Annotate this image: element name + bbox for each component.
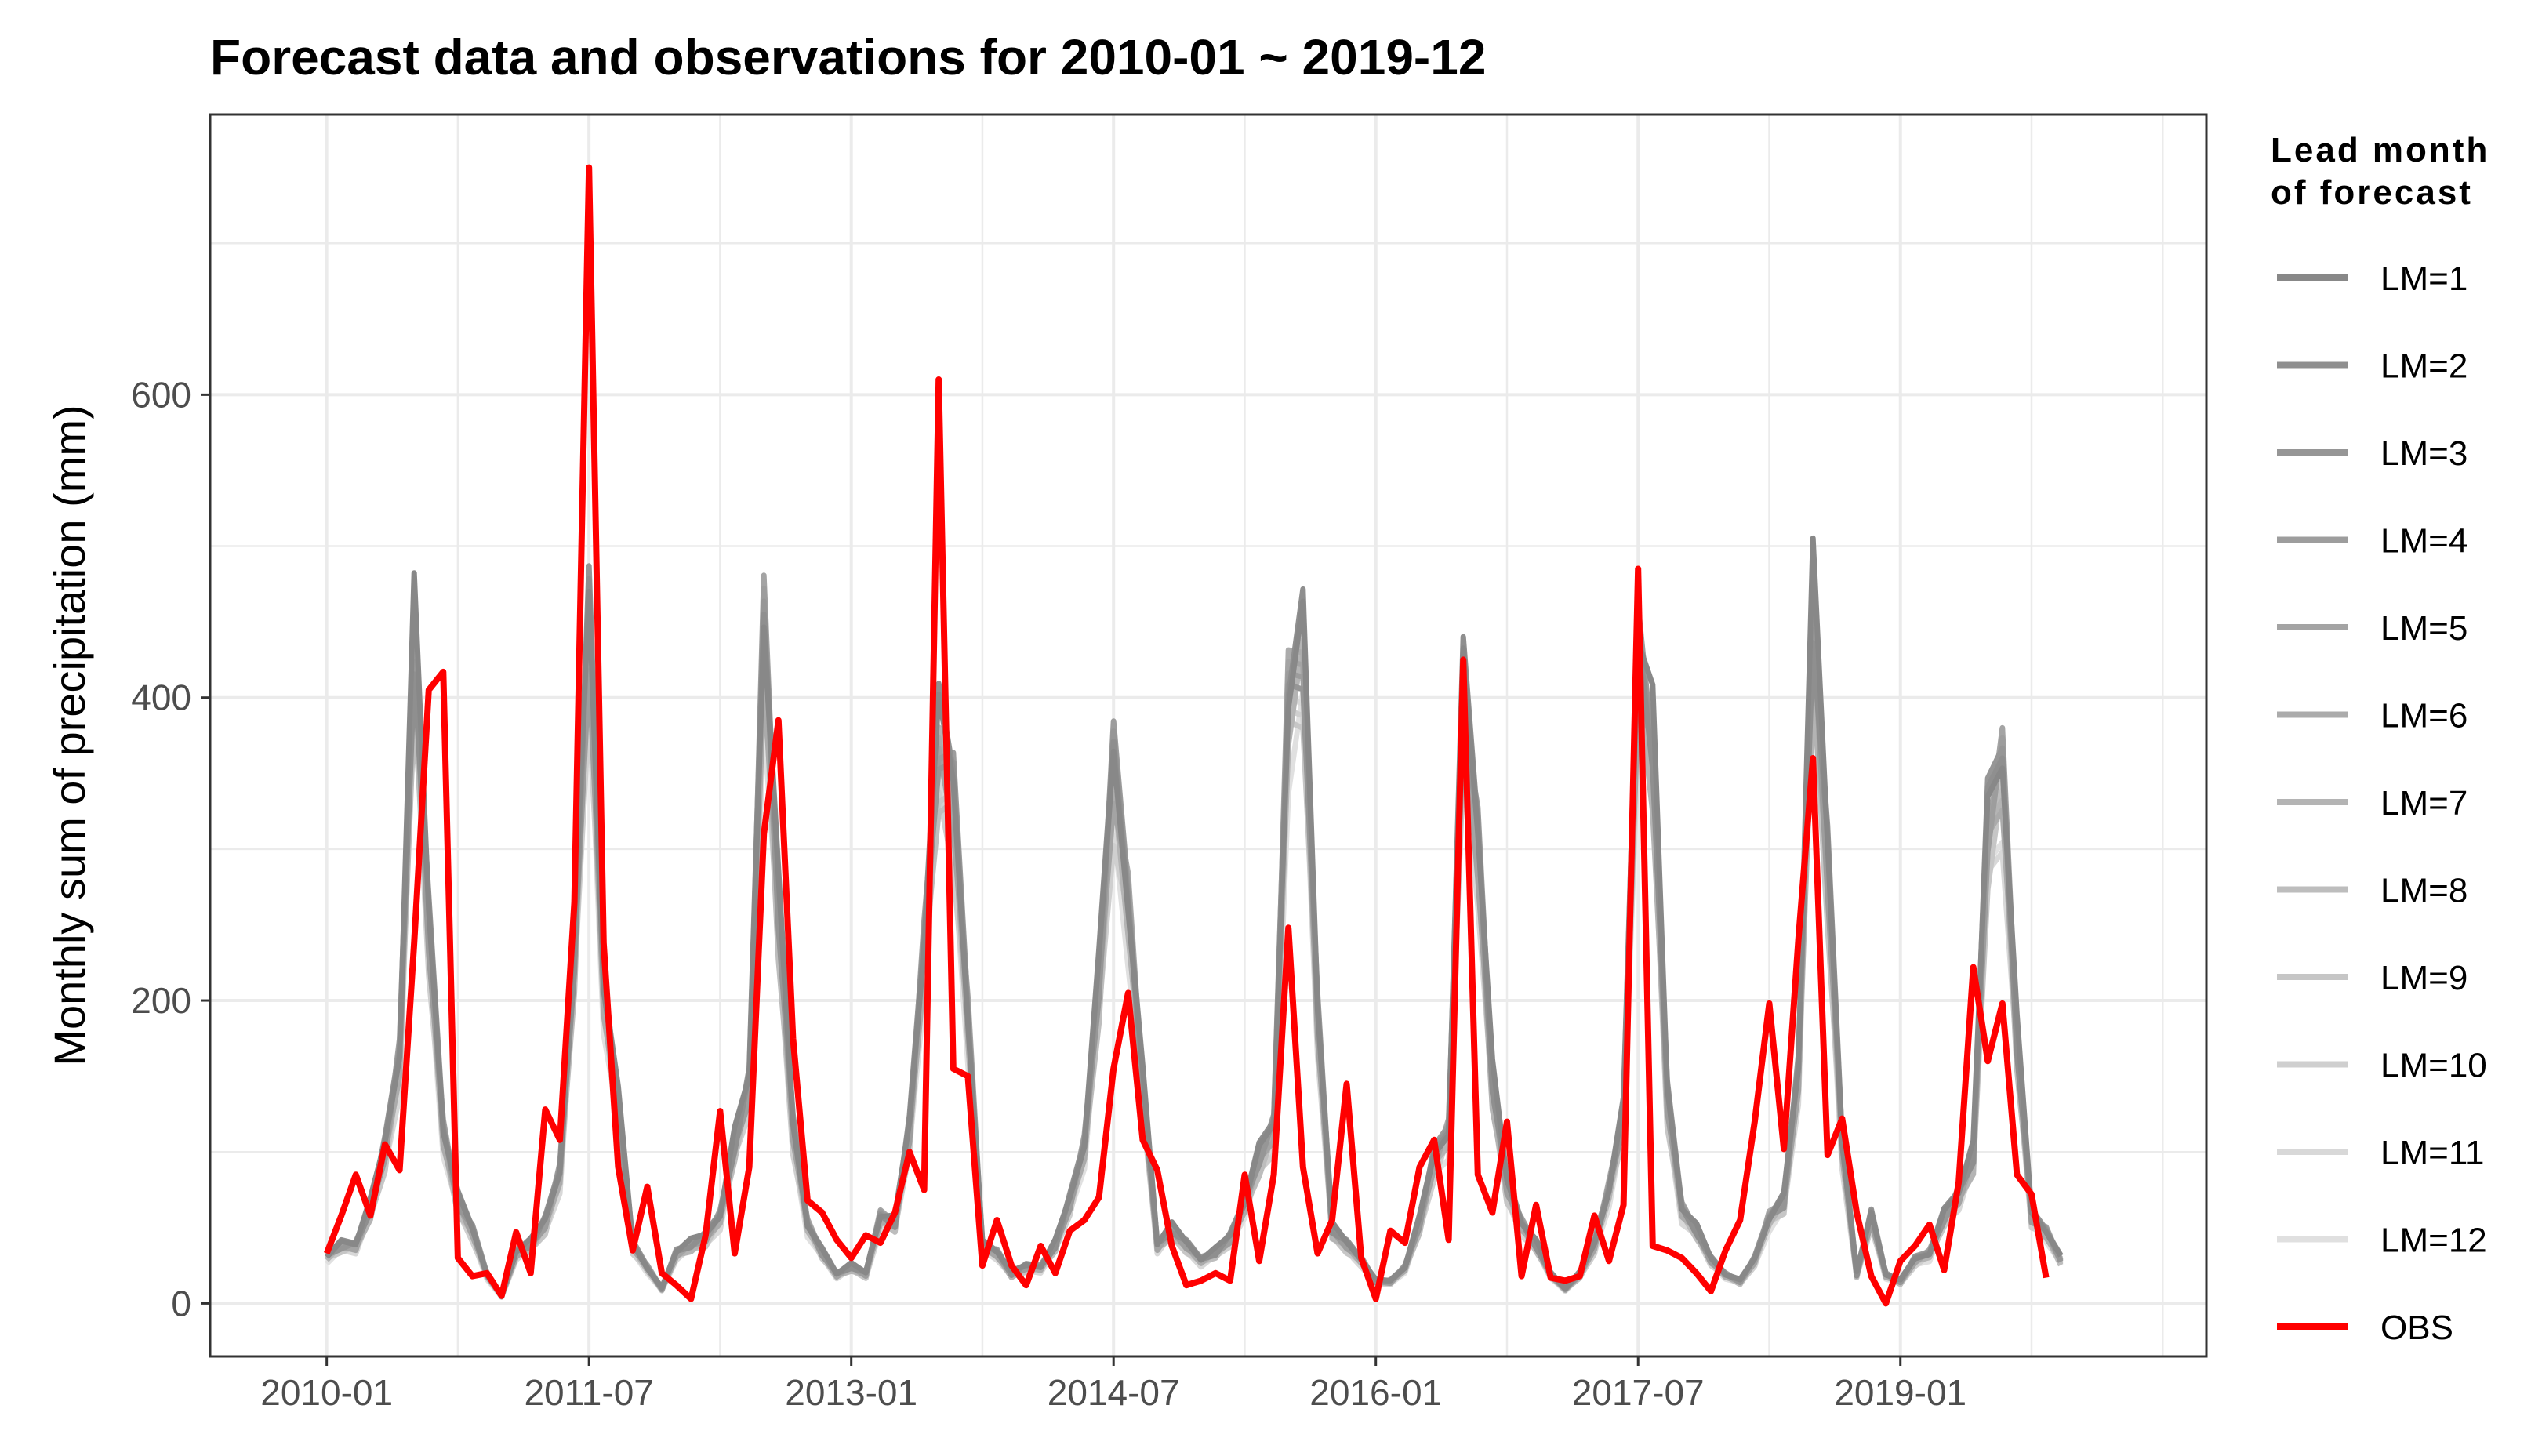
legend-title: Lead month	[2271, 131, 2489, 169]
y-tick-label: 600	[131, 374, 191, 415]
x-tick-label: 2016-01	[1309, 1372, 1442, 1413]
legend-label: LM=8	[2380, 872, 2467, 910]
y-tick-label: 400	[131, 677, 191, 718]
x-tick-label: 2010-01	[260, 1372, 393, 1413]
legend-label: OBS	[2380, 1309, 2453, 1347]
x-tick-label: 2011-07	[524, 1372, 653, 1413]
plot-border	[209, 113, 2208, 1358]
x-tick-label: 2014-07	[1048, 1372, 1180, 1413]
legend-label: LM=7	[2380, 784, 2467, 822]
series-line-obs	[323, 164, 2050, 1307]
legend-label: LM=5	[2380, 609, 2467, 648]
y-axis-title: Monthly sum of precipitation (mm)	[45, 405, 94, 1066]
legend-label: LM=12	[2380, 1222, 2487, 1260]
legend: Lead month of forecast LM=1 LM=2 LM=3 LM=4 LM=…	[2271, 131, 2489, 1347]
legend-label: LM=2	[2380, 347, 2467, 386]
axes: 0 200 400 600 2010-01 2011-07 2013-01 2014-07 20…	[131, 374, 1966, 1413]
legend-label: LM=10	[2380, 1047, 2487, 1085]
legend-label: LM=11	[2380, 1134, 2485, 1172]
legend-label: LM=3	[2380, 434, 2467, 473]
series-line-lm-1	[325, 535, 2064, 1298]
legend-label: LM=1	[2380, 260, 2467, 298]
x-tick-label: 2019-01	[1834, 1372, 1966, 1413]
x-tick-label: 2017-07	[1572, 1372, 1705, 1413]
x-tick-label: 2013-01	[785, 1372, 917, 1413]
legend-label: LM=4	[2380, 522, 2467, 561]
legend-label: LM=6	[2380, 697, 2467, 735]
legend-label: LM=9	[2380, 959, 2467, 997]
obs-series-group	[323, 164, 2050, 1307]
y-tick-label: 0	[171, 1283, 191, 1323]
chart-title: Forecast data and observations for 2010-…	[210, 29, 1487, 85]
plot-panel	[210, 114, 2206, 1356]
y-tick-label: 200	[131, 980, 191, 1021]
legend-title: of forecast	[2271, 173, 2473, 212]
